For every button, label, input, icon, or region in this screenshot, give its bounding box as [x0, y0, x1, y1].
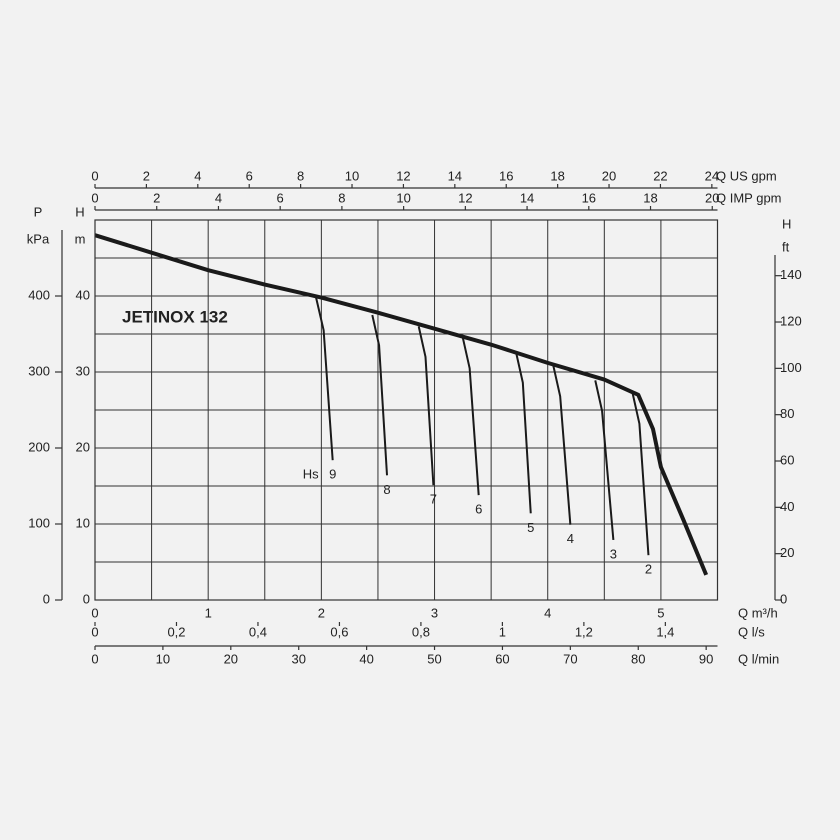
y2-tick-label: 120 — [780, 313, 802, 328]
x-axis-label: Q l/min — [738, 651, 779, 666]
x-axis-label: Q IMP gpm — [716, 190, 782, 205]
x-tick-label: 12 — [396, 168, 410, 183]
x-tick-label: 20 — [602, 168, 616, 183]
hs-curve — [314, 295, 334, 461]
series-label: 7 — [430, 492, 437, 507]
y-tick-label: 200 — [28, 439, 50, 454]
x-tick-label: 16 — [582, 190, 596, 205]
x-axis-label: Q m³/h — [738, 605, 778, 620]
x-tick-label: 18 — [643, 190, 657, 205]
y2-tick-label: 60 — [780, 452, 794, 467]
x-tick-label: 30 — [291, 651, 305, 666]
y-tick-label: 0 — [43, 591, 50, 606]
hs-curve — [371, 314, 389, 476]
series-label: 3 — [610, 546, 617, 561]
x-tick-label: 90 — [699, 651, 713, 666]
x-tick-label: 0,2 — [167, 624, 185, 639]
hs-curve — [552, 365, 572, 525]
x-tick-label: 1 — [499, 624, 506, 639]
x-tick-label: 80 — [631, 651, 645, 666]
series-label: 4 — [567, 531, 574, 546]
y-axis-label: m — [75, 231, 86, 246]
y-tick-label: 400 — [28, 287, 50, 302]
y-tick-label: 20 — [76, 439, 90, 454]
x-tick-label: 8 — [338, 190, 345, 205]
y-tick-label: 300 — [28, 363, 50, 378]
hs-curve — [594, 380, 615, 541]
x-tick-label: 0 — [91, 651, 98, 666]
x-tick-label: 0 — [91, 605, 98, 620]
x-tick-label: 16 — [499, 168, 513, 183]
x-tick-label: 6 — [246, 168, 253, 183]
x-tick-label: 12 — [458, 190, 472, 205]
x-axis-label: Q l/s — [738, 624, 765, 639]
y-tick-label: 30 — [76, 363, 90, 378]
x-tick-label: 10 — [345, 168, 359, 183]
annotation: Hs — [303, 467, 319, 482]
x-tick-label: 4 — [194, 168, 201, 183]
x-tick-label: 5 — [657, 605, 664, 620]
x-tick-label: 24 — [705, 168, 719, 183]
x-tick-label: 0 — [91, 624, 98, 639]
x-tick-label: 40 — [359, 651, 373, 666]
y2-tick-label: 40 — [780, 499, 794, 514]
x-tick-label: 0,4 — [249, 624, 267, 639]
series-label: 6 — [475, 502, 482, 517]
y2-tick-label: 20 — [780, 545, 794, 560]
x-tick-label: 0,6 — [330, 624, 348, 639]
hs-curve — [461, 337, 480, 496]
performance-curve — [94, 233, 709, 576]
x-tick-label: 0 — [91, 190, 98, 205]
x-tick-label: 1 — [205, 605, 212, 620]
y-tick-label: 40 — [76, 287, 90, 302]
x-tick-label: 60 — [495, 651, 509, 666]
y-axis-label: H — [75, 204, 84, 219]
x-tick-label: 2 — [143, 168, 150, 183]
x-tick-label: 4 — [544, 605, 551, 620]
y2-axis-label: ft — [782, 239, 790, 254]
y2-axis-label: H — [782, 216, 791, 231]
chart-title: JETINOX 132 — [122, 307, 228, 326]
series-label: 5 — [527, 520, 534, 535]
series-label: 8 — [383, 482, 390, 497]
hs-curve — [417, 326, 435, 486]
x-tick-label: 4 — [215, 190, 222, 205]
y-tick-label: 10 — [76, 515, 90, 530]
x-tick-label: 0,8 — [412, 624, 430, 639]
x-tick-label: 14 — [448, 168, 462, 183]
y-tick-label: 100 — [28, 515, 50, 530]
x-tick-label: 20 — [224, 651, 238, 666]
x-tick-label: 20 — [705, 190, 719, 205]
y-tick-label: 0 — [83, 591, 90, 606]
x-tick-label: 18 — [550, 168, 564, 183]
y-axis-label: kPa — [27, 231, 50, 246]
series-label: 9 — [329, 467, 336, 482]
x-tick-label: 50 — [427, 651, 441, 666]
y2-tick-label: 0 — [780, 591, 787, 606]
y2-tick-label: 140 — [780, 267, 802, 282]
x-tick-label: 70 — [563, 651, 577, 666]
y-axis-label: P — [34, 204, 43, 219]
x-tick-label: 2 — [318, 605, 325, 620]
y2-tick-label: 80 — [780, 406, 794, 421]
x-tick-label: 1,2 — [575, 624, 593, 639]
hs-curve — [631, 393, 650, 556]
series-label: 2 — [645, 562, 652, 577]
x-tick-label: 0 — [91, 168, 98, 183]
x-tick-label: 10 — [396, 190, 410, 205]
x-tick-label: 14 — [520, 190, 534, 205]
x-tick-label: 1,4 — [656, 624, 674, 639]
x-tick-label: 3 — [431, 605, 438, 620]
y2-tick-label: 100 — [780, 360, 802, 375]
x-tick-label: 6 — [277, 190, 284, 205]
plot-frame — [94, 219, 719, 601]
x-tick-label: 2 — [153, 190, 160, 205]
x-tick-label: 22 — [653, 168, 667, 183]
x-axis-label: Q US gpm — [716, 168, 777, 183]
x-tick-label: 10 — [156, 651, 170, 666]
x-tick-label: 8 — [297, 168, 304, 183]
hs-curve — [515, 352, 532, 514]
